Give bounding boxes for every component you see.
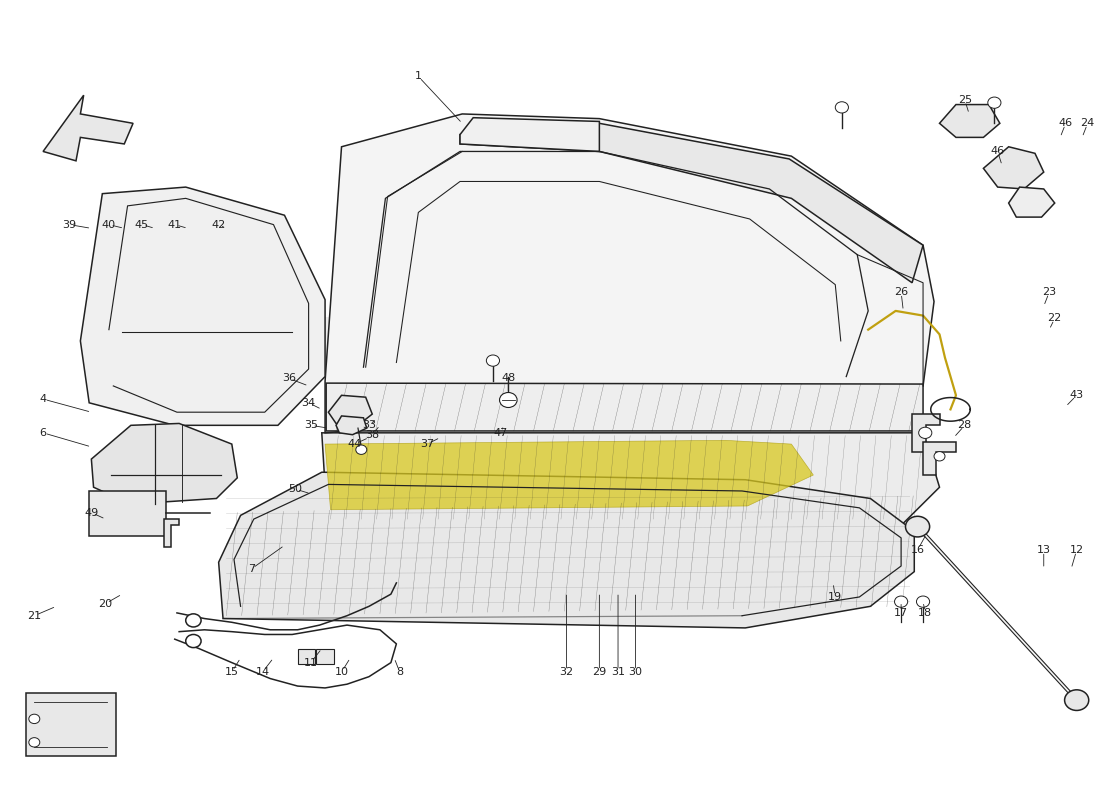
Text: 35: 35 <box>304 420 318 430</box>
Text: 33: 33 <box>362 420 376 430</box>
Text: 25: 25 <box>958 95 971 105</box>
Polygon shape <box>43 95 133 161</box>
Polygon shape <box>164 519 179 547</box>
Polygon shape <box>91 423 238 504</box>
Text: 21: 21 <box>28 610 42 621</box>
Text: a passion for parts since 1985: a passion for parts since 1985 <box>375 407 637 425</box>
Text: 31: 31 <box>610 667 625 677</box>
Circle shape <box>918 427 932 438</box>
Circle shape <box>894 596 908 607</box>
Text: 29: 29 <box>592 667 606 677</box>
Circle shape <box>934 451 945 461</box>
Text: 36: 36 <box>282 374 296 383</box>
Text: 44: 44 <box>348 439 362 449</box>
Text: 41: 41 <box>167 220 182 230</box>
Text: 24: 24 <box>1080 118 1094 128</box>
Polygon shape <box>1009 187 1055 217</box>
Circle shape <box>186 614 201 627</box>
Circle shape <box>29 738 40 747</box>
Text: 47: 47 <box>494 428 508 438</box>
Circle shape <box>29 714 40 723</box>
Polygon shape <box>327 383 923 431</box>
Circle shape <box>355 445 366 454</box>
Text: 49: 49 <box>85 507 99 518</box>
Text: 11: 11 <box>304 658 318 668</box>
Text: 4: 4 <box>40 394 46 404</box>
Circle shape <box>486 355 499 366</box>
Text: 46: 46 <box>991 146 1004 157</box>
Text: 32: 32 <box>560 667 573 677</box>
Text: 40: 40 <box>102 220 116 230</box>
Text: eurocarcharts: eurocarcharts <box>265 302 835 370</box>
Circle shape <box>916 596 930 607</box>
Circle shape <box>988 97 1001 108</box>
Text: 26: 26 <box>894 287 909 297</box>
FancyBboxPatch shape <box>317 649 333 663</box>
Text: 14: 14 <box>255 667 270 677</box>
Polygon shape <box>80 187 326 426</box>
Text: 48: 48 <box>502 374 516 383</box>
Text: 13: 13 <box>1036 545 1050 555</box>
Text: 42: 42 <box>211 220 226 230</box>
Text: 22: 22 <box>1047 314 1062 323</box>
FancyBboxPatch shape <box>25 693 115 757</box>
Text: 23: 23 <box>1042 287 1056 297</box>
Text: 17: 17 <box>894 608 909 618</box>
Polygon shape <box>939 105 1000 138</box>
Text: 6: 6 <box>40 428 46 438</box>
Polygon shape <box>336 416 366 434</box>
Circle shape <box>835 102 848 113</box>
Circle shape <box>1065 690 1089 710</box>
Text: 37: 37 <box>420 439 434 449</box>
Polygon shape <box>460 123 923 282</box>
Text: 7: 7 <box>248 564 255 574</box>
Text: 16: 16 <box>911 545 925 555</box>
Circle shape <box>905 516 930 537</box>
Text: 1: 1 <box>415 71 421 82</box>
Text: 20: 20 <box>99 598 112 609</box>
Polygon shape <box>912 414 939 451</box>
Polygon shape <box>219 472 914 628</box>
FancyBboxPatch shape <box>298 649 316 663</box>
Text: 50: 50 <box>288 484 302 494</box>
Text: 10: 10 <box>334 667 349 677</box>
Polygon shape <box>326 114 934 433</box>
Polygon shape <box>326 440 813 510</box>
Text: 30: 30 <box>628 667 642 677</box>
Circle shape <box>186 634 201 648</box>
FancyBboxPatch shape <box>89 491 166 536</box>
Text: 18: 18 <box>918 608 933 618</box>
Polygon shape <box>923 442 956 475</box>
Text: 45: 45 <box>135 220 149 230</box>
Text: 34: 34 <box>301 398 316 408</box>
Text: 12: 12 <box>1069 545 1084 555</box>
Text: 15: 15 <box>224 667 239 677</box>
Text: 46: 46 <box>1058 118 1072 128</box>
Text: 39: 39 <box>63 220 77 230</box>
Text: 43: 43 <box>1069 390 1084 400</box>
Text: 19: 19 <box>828 592 843 602</box>
Circle shape <box>499 393 517 407</box>
Text: 38: 38 <box>365 430 380 440</box>
Text: 8: 8 <box>396 667 404 677</box>
Polygon shape <box>322 433 939 534</box>
Polygon shape <box>460 118 600 151</box>
Polygon shape <box>983 146 1044 189</box>
Text: 28: 28 <box>958 420 972 430</box>
Polygon shape <box>329 395 372 426</box>
